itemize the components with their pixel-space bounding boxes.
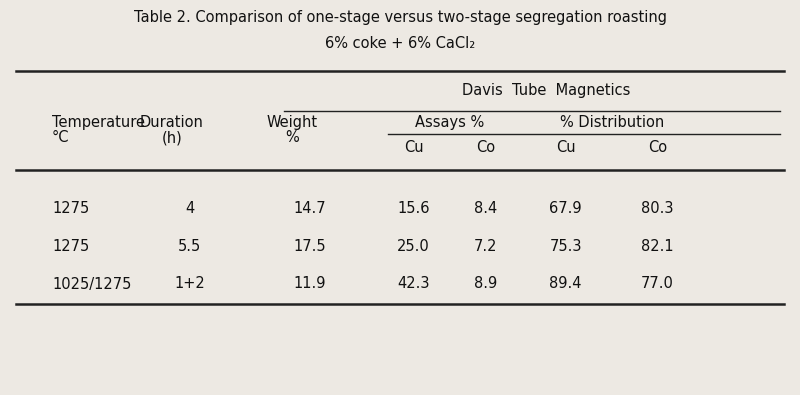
Text: Co: Co (648, 140, 667, 155)
Text: 77.0: 77.0 (641, 276, 674, 292)
Text: 11.9: 11.9 (294, 276, 326, 292)
Text: 1275: 1275 (52, 201, 90, 216)
Text: 5.5: 5.5 (178, 239, 202, 254)
Text: % Distribution: % Distribution (560, 115, 664, 130)
Text: 17.5: 17.5 (294, 239, 326, 254)
Text: Cu: Cu (556, 140, 575, 155)
Text: Table 2. Comparison of one-stage versus two-stage segregation roasting: Table 2. Comparison of one-stage versus … (134, 10, 666, 25)
Text: (h): (h) (162, 130, 182, 145)
Text: 6% coke + 6% CaCl₂: 6% coke + 6% CaCl₂ (325, 36, 475, 51)
Text: Co: Co (476, 140, 495, 155)
Text: 25.0: 25.0 (398, 239, 430, 254)
Text: %: % (285, 130, 299, 145)
Text: 80.3: 80.3 (642, 201, 674, 216)
Text: Temperature: Temperature (52, 115, 145, 130)
Text: 15.6: 15.6 (398, 201, 430, 216)
Text: 14.7: 14.7 (294, 201, 326, 216)
Text: 1275: 1275 (52, 239, 90, 254)
Text: 8.4: 8.4 (474, 201, 498, 216)
Text: 82.1: 82.1 (642, 239, 674, 254)
Text: Assays %: Assays % (415, 115, 485, 130)
Text: Cu: Cu (404, 140, 423, 155)
Text: 75.3: 75.3 (550, 239, 582, 254)
Text: Davis  Tube  Magnetics: Davis Tube Magnetics (462, 83, 630, 98)
Text: 1025/1275: 1025/1275 (52, 276, 131, 292)
Text: 7.2: 7.2 (474, 239, 498, 254)
Text: 1+2: 1+2 (174, 276, 205, 292)
Text: Duration: Duration (140, 115, 204, 130)
Text: °C: °C (52, 130, 70, 145)
Text: 4: 4 (185, 201, 194, 216)
Text: 42.3: 42.3 (398, 276, 430, 292)
Text: 89.4: 89.4 (550, 276, 582, 292)
Text: 8.9: 8.9 (474, 276, 498, 292)
Text: 67.9: 67.9 (550, 201, 582, 216)
Text: Weight: Weight (266, 115, 318, 130)
